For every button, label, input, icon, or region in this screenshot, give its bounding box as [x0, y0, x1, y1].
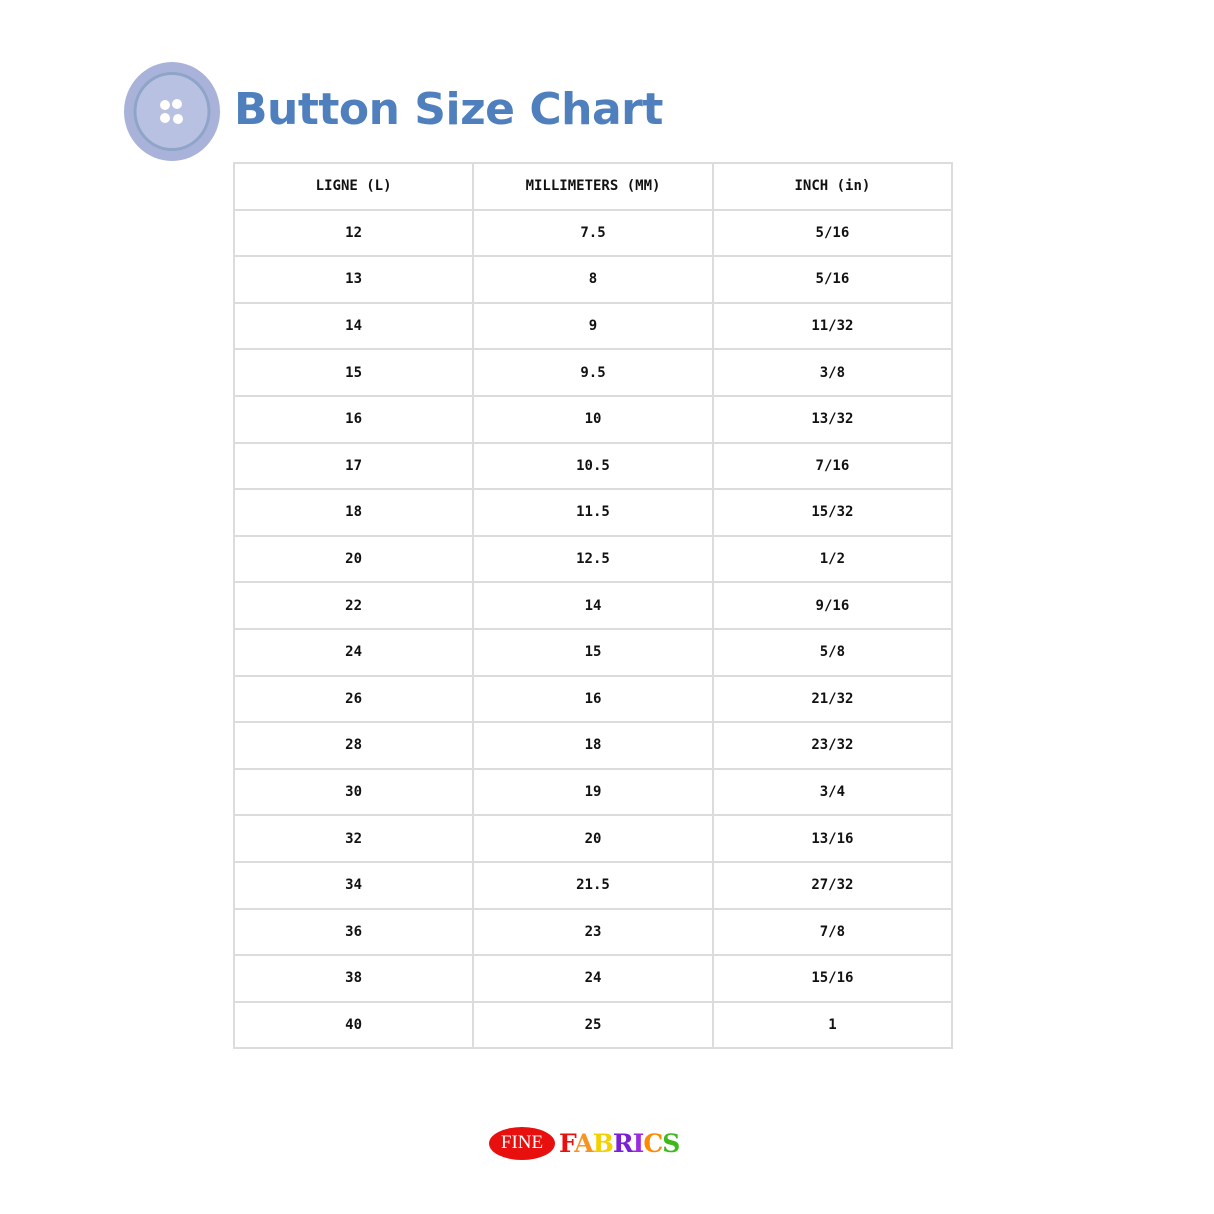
table-cell: 20	[472, 814, 714, 863]
table-row: 12 7.5 5/16	[232, 208, 954, 258]
table-cell: 1/2	[711, 534, 954, 584]
table-cell: 3/8	[711, 348, 954, 397]
table-header-row: LIGNE (L) MILLIMETERS (MM) INCH (in)	[232, 162, 954, 211]
logo-fabrics: FABRICS	[559, 1128, 680, 1158]
table-row: 26 16 21/32	[232, 674, 954, 724]
table-row: 24 15 5/8	[232, 627, 954, 677]
table-cell: 13	[232, 255, 475, 304]
table-row: 22 14 9/16	[232, 581, 954, 630]
table-row: 20 12.5 1/2	[232, 534, 954, 584]
logo-letter: I	[632, 1128, 645, 1158]
table-row: 38 24 15/16	[232, 954, 954, 1003]
table-cell: 23/32	[711, 721, 954, 770]
table-cell: 24	[472, 954, 714, 1003]
table-cell: 12	[232, 208, 475, 258]
table-row: 18 11.5 15/32	[232, 488, 954, 537]
page-title: Button Size Chart	[234, 84, 663, 135]
table-row: 34 21.5 27/32	[232, 860, 954, 910]
table-cell: 9.5	[472, 348, 714, 397]
table-cell: 16	[232, 394, 475, 444]
column-header: LIGNE (L)	[232, 162, 475, 211]
table-cell: 40	[232, 1000, 475, 1050]
table-cell: 21.5	[472, 860, 714, 910]
logo-letter: F	[559, 1128, 575, 1158]
table-cell: 36	[232, 907, 475, 957]
logo-fine: FINE	[489, 1126, 555, 1160]
table-row: 36 23 7/8	[232, 907, 954, 957]
table-cell: 15	[232, 348, 475, 397]
table-cell: 10	[472, 394, 714, 444]
table-cell: 24	[232, 627, 475, 677]
table-cell: 23	[472, 907, 714, 957]
table-cell: 26	[232, 674, 475, 724]
table-row: 28 18 23/32	[232, 721, 954, 770]
table-cell: 11.5	[472, 488, 714, 537]
table-cell: 19	[472, 767, 714, 817]
column-header: MILLIMETERS (MM)	[472, 162, 714, 211]
table-cell: 12.5	[472, 534, 714, 584]
table-cell: 20	[232, 534, 475, 584]
table-row: 30 19 3/4	[232, 767, 954, 817]
table-cell: 8	[472, 255, 714, 304]
logo-letter: R	[612, 1128, 634, 1158]
table-cell: 38	[232, 954, 475, 1003]
table-row: 15 9.5 3/8	[232, 348, 954, 397]
table-cell: 7/16	[711, 441, 954, 491]
table-row: 17 10.5 7/16	[232, 441, 954, 491]
table-cell: 15/32	[711, 488, 954, 537]
table-row: 16 10 13/32	[232, 394, 954, 444]
table-cell: 7/8	[711, 907, 954, 957]
table-cell: 25	[472, 1000, 714, 1050]
table-cell: 9	[472, 301, 714, 351]
table-row: 13 8 5/16	[232, 255, 954, 304]
table-row: 40 25 1	[232, 1000, 954, 1050]
table-cell: 34	[232, 860, 475, 910]
table-cell: 7.5	[472, 208, 714, 258]
column-header: INCH (in)	[711, 162, 954, 211]
size-table: LIGNE (L) MILLIMETERS (MM) INCH (in) 12 7…	[232, 162, 954, 1050]
table-cell: 5/16	[711, 208, 954, 258]
table-cell: 27/32	[711, 860, 954, 910]
table-cell: 14	[232, 301, 475, 351]
button-icon	[124, 62, 220, 161]
logo-letter: S	[662, 1128, 680, 1158]
table-cell: 15/16	[711, 954, 954, 1003]
table-cell: 21/32	[711, 674, 954, 724]
table-cell: 18	[232, 488, 475, 537]
table-cell: 18	[472, 721, 714, 770]
table-cell: 3/4	[711, 767, 954, 817]
table-cell: 15	[472, 627, 714, 677]
fine-fabrics-logo: FINE FABRICS	[489, 1126, 680, 1160]
table-cell: 17	[232, 441, 475, 491]
table-cell: 5/8	[711, 627, 954, 677]
table-cell: 30	[232, 767, 475, 817]
logo-letter: A	[574, 1128, 593, 1158]
table-cell: 13/16	[711, 814, 954, 863]
logo-letter: C	[643, 1128, 663, 1158]
table-cell: 10.5	[472, 441, 714, 491]
table-cell: 9/16	[711, 581, 954, 630]
table-cell: 14	[472, 581, 714, 630]
table-cell: 11/32	[711, 301, 954, 351]
table-cell: 32	[232, 814, 475, 863]
table-cell: 28	[232, 721, 475, 770]
table-cell: 16	[472, 674, 714, 724]
table-row: 32 20 13/16	[232, 814, 954, 863]
table-row: 14 9 11/32	[232, 301, 954, 351]
logo-letter: B	[592, 1128, 614, 1158]
table-cell: 22	[232, 581, 475, 630]
table-cell: 5/16	[711, 255, 954, 304]
table-cell: 13/32	[711, 394, 954, 444]
table-cell: 1	[711, 1000, 954, 1050]
